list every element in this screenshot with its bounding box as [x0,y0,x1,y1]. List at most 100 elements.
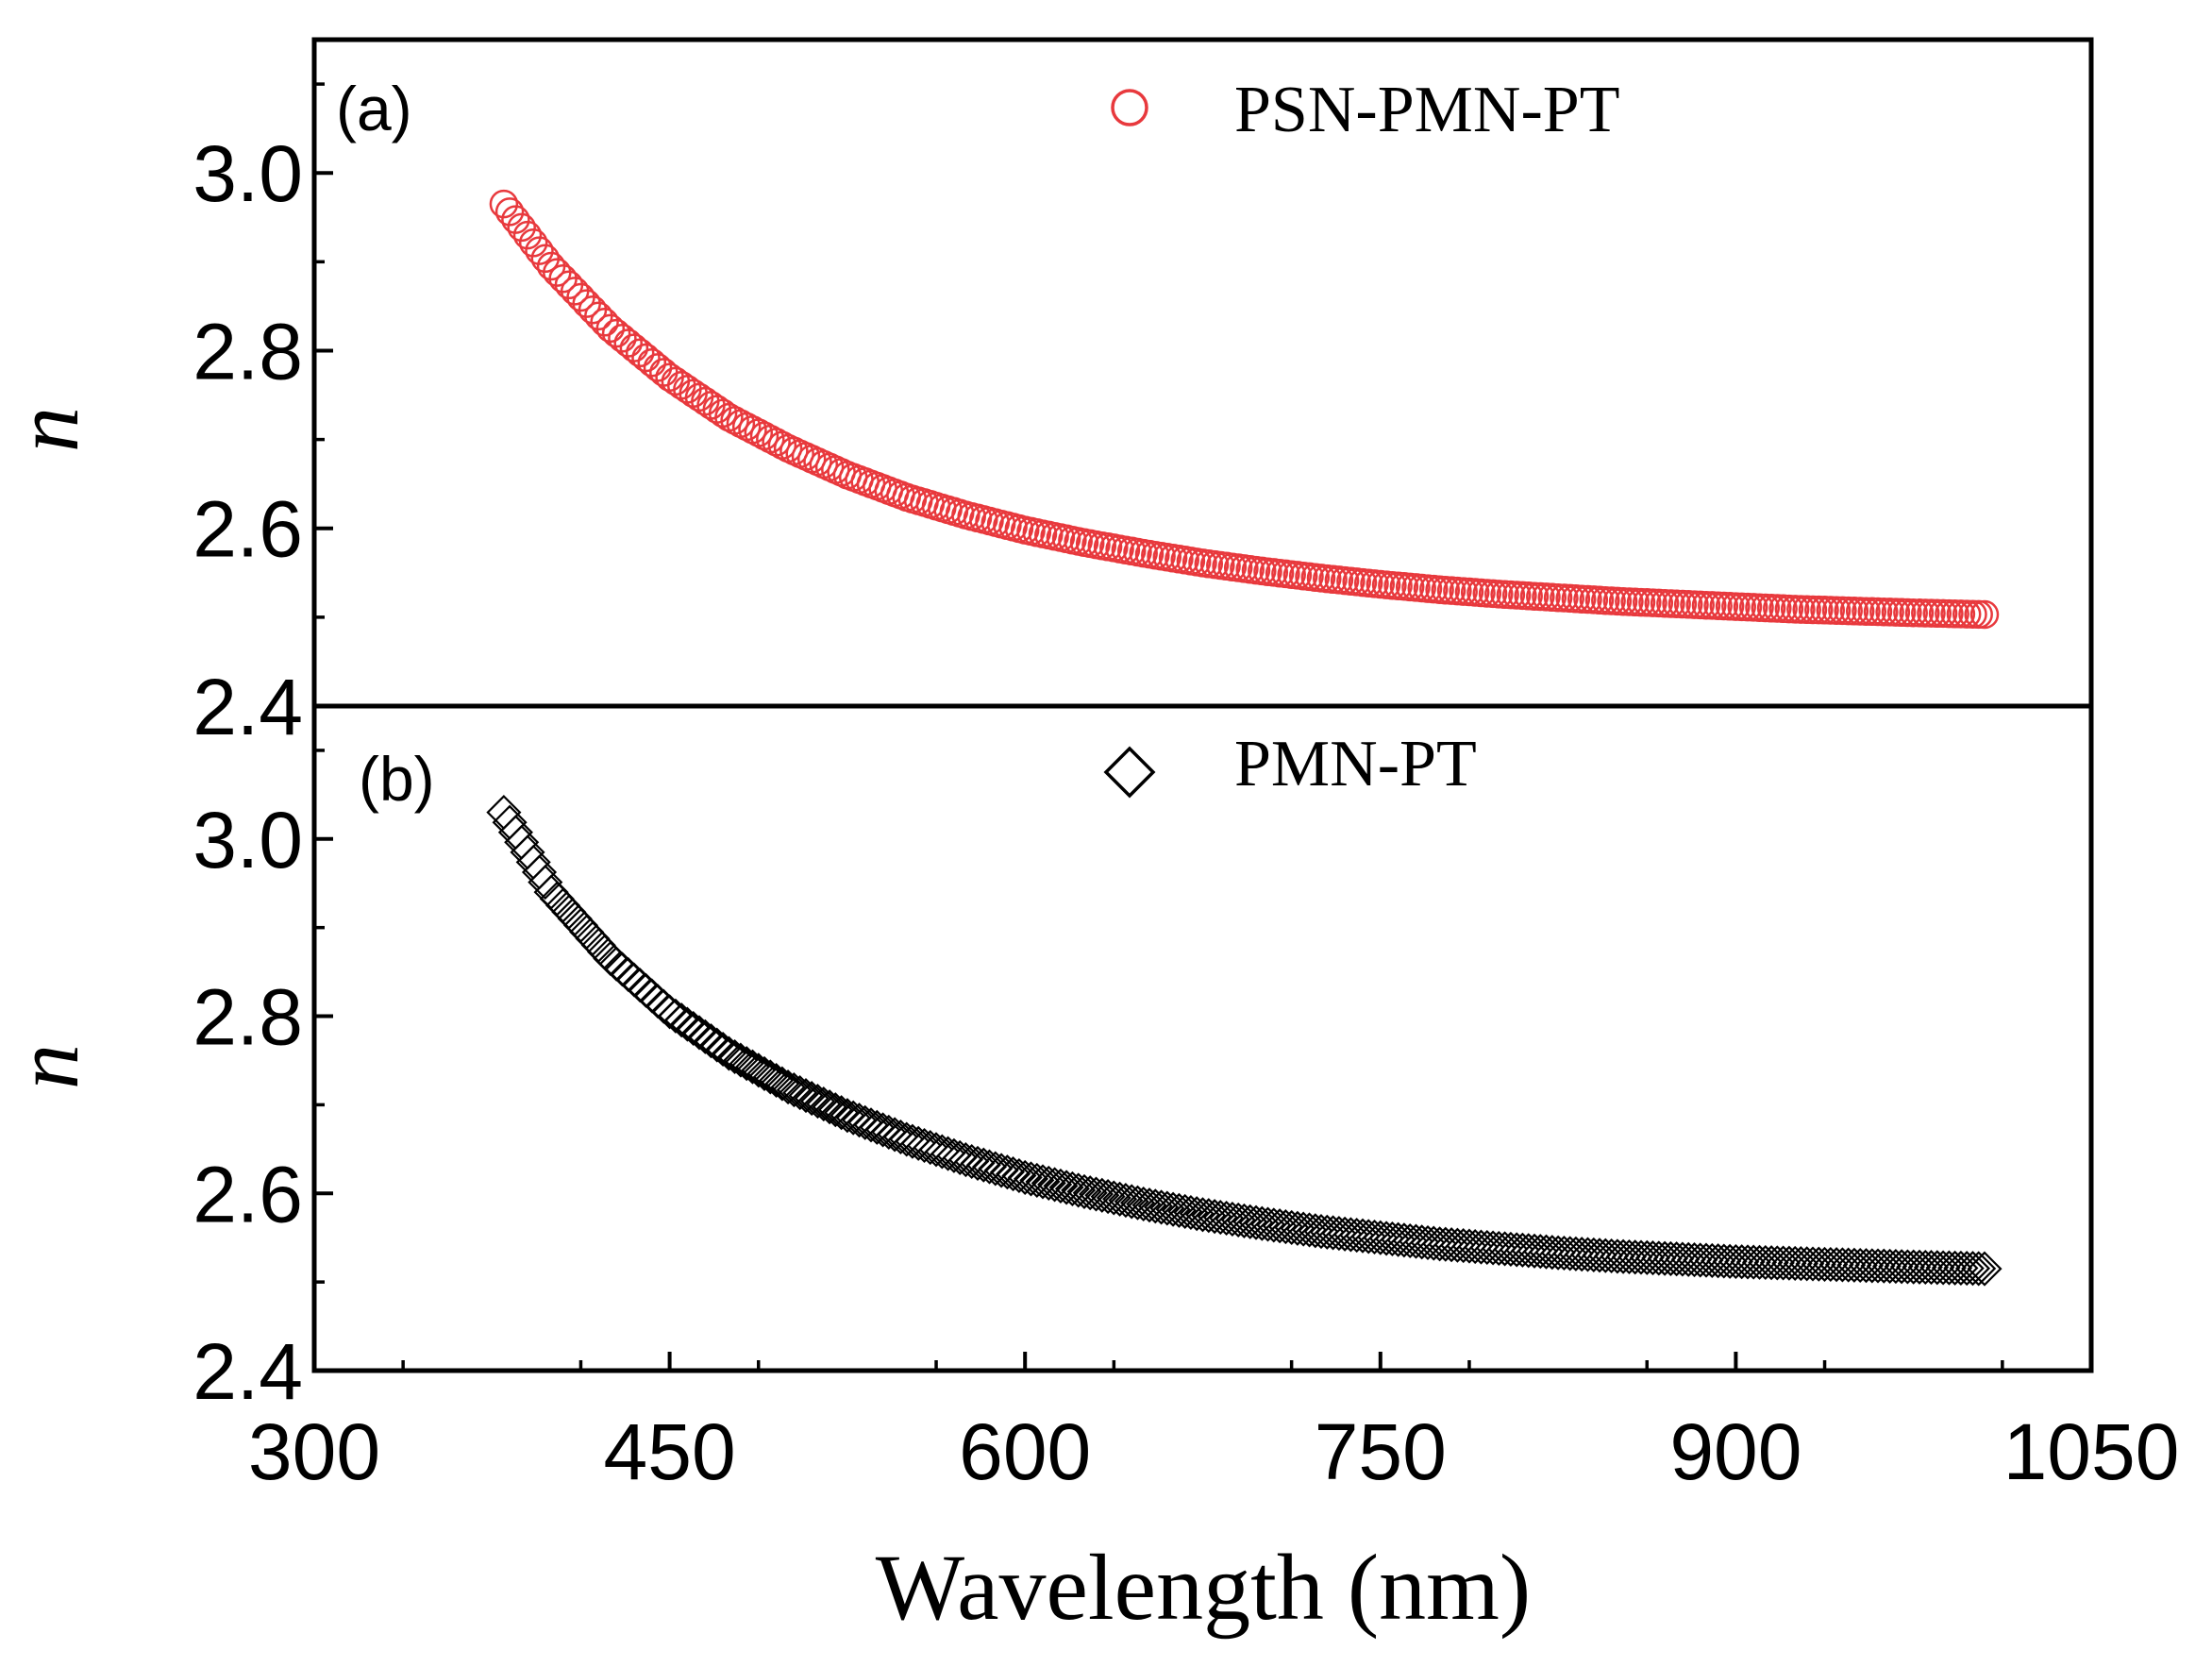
data-point-circle [1922,598,1952,629]
data-point-diamond [1404,1224,1440,1260]
data-point-diamond [782,1075,818,1111]
data-point-circle [1964,599,1993,630]
data-point-diamond [1831,1247,1867,1283]
x-tick-label: 300 [248,1407,380,1496]
data-point-diamond [634,978,670,1014]
data-point-diamond [1552,1236,1588,1271]
panel-a: 2.4 2.6 2.8 3.0 (a) PSN-PMN-PT n [0,37,2094,751]
data-point-diamond [1735,1244,1771,1280]
data-point-diamond [741,1052,777,1088]
data-point-diamond [871,1114,907,1150]
data-point-diamond [947,1142,983,1178]
data-point-diamond [1795,1246,1831,1282]
panel-b-label: (b) [359,744,435,814]
data-point-diamond [1943,1250,1979,1286]
data-point-circle [643,353,673,382]
data-point-diamond [752,1059,788,1095]
data-point-diamond [1954,1251,1991,1287]
data-point-diamond [1363,1220,1399,1255]
data-point-diamond [936,1137,972,1173]
data-point-diamond [1860,1248,1896,1284]
data-point-diamond [1303,1214,1339,1250]
data-point-diamond [1706,1243,1742,1279]
data-point-circle [637,347,667,378]
data-point-diamond [1665,1241,1701,1277]
data-point-diamond [1457,1229,1493,1265]
data-point-diamond [1487,1231,1523,1267]
data-point-circle [601,318,631,348]
data-point-diamond [1321,1216,1357,1252]
data-point-diamond [1683,1242,1718,1278]
data-point-diamond [1528,1234,1565,1270]
data-point-diamond [1439,1227,1475,1263]
data-point-diamond [1967,1251,2003,1287]
data-point-diamond [1309,1214,1345,1250]
data-point-circle [649,358,679,387]
data-point-diamond [1931,1250,1967,1286]
y-tick-label: 3.0 [193,129,303,218]
data-point-diamond [1634,1240,1671,1276]
data-point-circle [1940,599,1969,629]
data-point-diamond [1688,1242,1724,1278]
data-point-circle [1952,599,1982,629]
data-point-diamond [983,1153,1019,1188]
data-point-circle [512,220,543,250]
data-point-diamond [1339,1218,1375,1254]
data-point-diamond [847,1104,883,1140]
data-point-diamond [1701,1243,1736,1279]
data-point-diamond [799,1084,836,1120]
data-point-diamond [1919,1250,1955,1286]
data-point-diamond [1327,1216,1363,1252]
data-point-diamond [1315,1215,1351,1251]
data-point-diamond [1499,1232,1534,1268]
data-point-diamond [1534,1235,1570,1271]
panel-a-markers [489,189,2000,630]
data-point-diamond [788,1078,824,1114]
data-point-diamond [705,1031,741,1068]
legend-a-label: PSN-PMN-PT [1234,74,1619,146]
data-point-diamond [835,1100,871,1136]
data-point-diamond [853,1107,889,1143]
panel-a-y-ticks: 2.4 2.6 2.8 3.0 [193,82,333,751]
data-point-circle [625,338,655,368]
data-point-diamond [1913,1250,1950,1286]
data-point-diamond [1806,1246,1843,1282]
x-tick-label: 900 [1669,1407,1801,1496]
y-tick-label: 2.4 [193,1327,303,1416]
data-point-diamond [711,1036,746,1071]
data-point-diamond [865,1112,901,1148]
data-point-diamond [989,1154,1025,1190]
data-point-diamond [1884,1249,1919,1285]
data-point-diamond [645,988,681,1024]
data-point-diamond [841,1103,878,1138]
data-point-diamond [1836,1247,1872,1283]
data-point-diamond [1582,1238,1617,1273]
data-point-diamond [1848,1248,1885,1284]
data-point-diamond [965,1147,1001,1183]
legend-b-label: PMN-PT [1234,728,1477,800]
panel-b: 2.4 2.6 2.8 3.0 (b) PMN-PT n [0,703,2094,1416]
data-point-diamond [1446,1228,1482,1264]
data-point-diamond [1694,1242,1730,1278]
data-point-diamond [1824,1247,1860,1283]
data-point-circle [1852,597,1881,626]
legend-b-diamond-marker [1103,746,1156,799]
data-point-diamond [640,984,676,1019]
x-tick-label: 750 [1315,1407,1447,1496]
data-point-diamond [528,865,563,901]
x-tick-label: 600 [959,1407,1091,1496]
data-point-diamond [1569,1237,1606,1272]
data-point-diamond [1925,1250,1961,1286]
data-point-diamond [1889,1249,1925,1285]
data-point-diamond [1398,1223,1434,1259]
x-tick-label: 450 [604,1407,736,1496]
data-point-diamond [1854,1248,1890,1284]
data-point-diamond [1718,1243,1753,1280]
data-point-diamond [1433,1227,1469,1263]
data-point-diamond [1332,1217,1368,1253]
data-point-diamond [1766,1245,1801,1281]
data-point-diamond [1345,1218,1381,1254]
data-point-circle [1899,598,1928,628]
data-point-diamond [1724,1244,1760,1280]
data-point-diamond [877,1117,913,1153]
